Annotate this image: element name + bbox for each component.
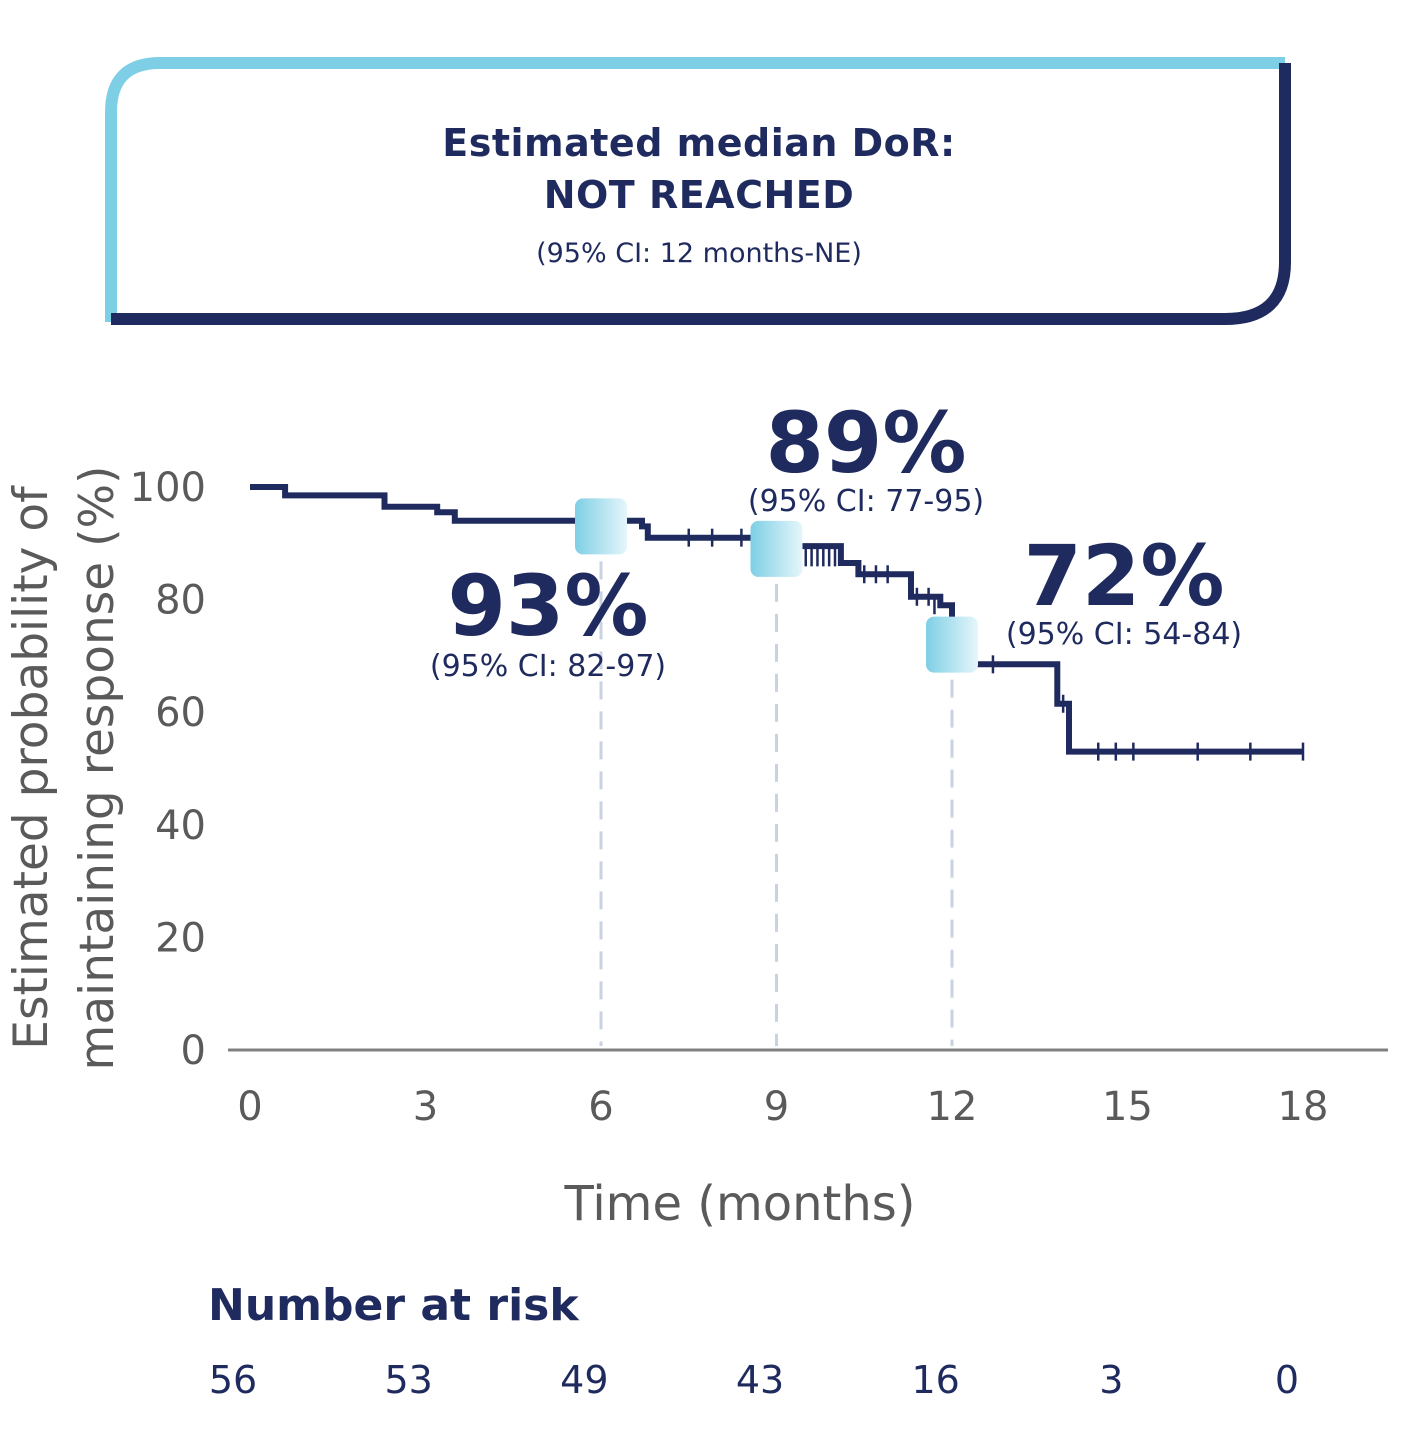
milestone-marker <box>750 520 803 577</box>
summary-ci: (95% CI: 12 months-NE) <box>536 238 862 269</box>
x-tick-label: 9 <box>764 1084 789 1130</box>
y-tick-label: 60 <box>155 690 206 736</box>
risk-value: 49 <box>560 1358 609 1402</box>
x-tick-label: 0 <box>237 1084 262 1130</box>
risk-table-row: 56 53 49 43 16 3 0 <box>0 1358 1401 1408</box>
x-tick-label: 3 <box>413 1084 438 1130</box>
risk-table-title: Number at risk <box>208 1280 579 1331</box>
km-chart: 0 20 40 60 80 100 0 3 6 9 12 15 18 Time (months) Estim… <box>4 394 1388 1232</box>
risk-value: 56 <box>208 1358 258 1402</box>
milestone-marker <box>926 616 978 673</box>
callout-border <box>105 57 1291 325</box>
y-tick-label: 100 <box>130 465 206 511</box>
y-tick-label: 20 <box>155 915 206 961</box>
x-tick-label: 18 <box>1278 1084 1329 1130</box>
milestone-ci: (95% CI: 54-84) <box>1006 617 1242 652</box>
risk-value: 53 <box>384 1358 433 1402</box>
milestone-ci: (95% CI: 77-95) <box>748 484 984 519</box>
risk-value: 43 <box>735 1358 785 1402</box>
milestone-value: 72% <box>1023 527 1224 625</box>
risk-value: 16 <box>911 1358 960 1402</box>
x-axis-label: Time (months) <box>564 1176 916 1232</box>
risk-value: 3 <box>1099 1358 1124 1402</box>
milestone-value: 89% <box>765 394 966 492</box>
x-tick-label: 6 <box>588 1084 613 1130</box>
y-tick-label: 80 <box>155 578 206 624</box>
x-tick-label: 15 <box>1102 1084 1153 1130</box>
milestone-marker <box>575 498 627 555</box>
median-dor-callout: Estimated median DoR: NOT REACHED (95% C… <box>105 57 1291 325</box>
summary-heading-line1: Estimated median DoR: <box>442 121 956 165</box>
milestone-ci: (95% CI: 82-97) <box>430 649 666 684</box>
summary-heading-line2: NOT REACHED <box>543 173 855 217</box>
y-tick-label: 40 <box>155 803 206 849</box>
risk-value: 0 <box>1274 1358 1300 1402</box>
y-tick-label: 0 <box>181 1028 206 1074</box>
x-tick-label: 12 <box>927 1084 978 1130</box>
y-axis-label-line2: maintaining response (%) <box>70 466 125 1071</box>
y-axis-label-line1: Estimated probability of <box>4 485 59 1050</box>
milestone-value: 93% <box>447 557 648 655</box>
